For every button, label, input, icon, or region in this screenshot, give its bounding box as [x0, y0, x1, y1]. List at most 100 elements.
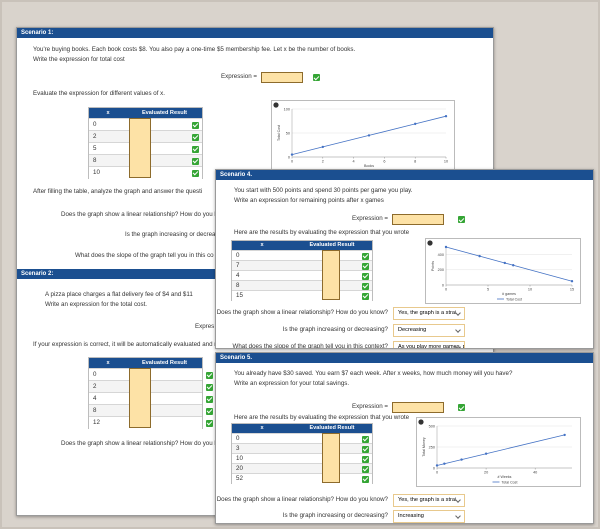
question-text: Does the graph show a linear relationshi…	[61, 440, 218, 447]
line-series	[436, 434, 565, 466]
x-axis-label: # games	[502, 292, 516, 296]
prompt-text: You're buying books. Each book costs $8.…	[33, 46, 356, 53]
x-tick-label: 0	[436, 471, 438, 475]
question-text: Is the graph increasing or decreasing?	[282, 326, 388, 333]
table-row: 0	[232, 433, 372, 444]
result-input[interactable]	[322, 250, 340, 300]
table-row: 3	[232, 443, 372, 454]
table-header: x	[89, 358, 127, 368]
x-value: 4	[93, 395, 97, 402]
close-icon	[427, 240, 433, 246]
question-text: Is the graph increasing or decreasing?	[282, 512, 388, 519]
expression-label: Expression =	[221, 73, 257, 80]
y-tick-label: 0	[442, 283, 444, 287]
chart: 0 250 500 0 20 40 # Weeks Total Money Total Cost	[416, 417, 581, 487]
x-axis-label: Books	[364, 164, 374, 168]
answer-dropdown[interactable]: Increasing	[393, 510, 465, 523]
x-value: 10	[93, 169, 100, 176]
check-icon	[206, 371, 213, 379]
instruction-text: Evaluate the expression for different va…	[33, 90, 165, 97]
check-icon	[206, 395, 213, 403]
x-value: 20	[236, 465, 243, 472]
x-tick-label: 10	[528, 288, 532, 292]
question-text: Does the graph show a linear relationshi…	[216, 309, 388, 316]
answer-dropdown[interactable]: As you play more games, points decreas	[393, 341, 465, 348]
result-table: x Evaluated Result 0 3 10 20 52	[231, 423, 373, 484]
scenario-panel: Scenario 5. You already have $30 saved. Y…	[215, 352, 594, 524]
data-point	[460, 458, 463, 461]
check-icon	[362, 435, 369, 443]
x-value: 0	[236, 252, 240, 259]
question-text: Is the graph increasing or decrea	[125, 231, 216, 238]
close-icon	[418, 419, 424, 425]
answer-dropdown[interactable]: Decreasing	[393, 324, 465, 337]
check-icon	[362, 475, 369, 483]
result-input[interactable]	[129, 118, 151, 178]
x-tick-label: 10	[444, 160, 448, 164]
table-row: 4	[232, 270, 372, 281]
data-point	[563, 433, 566, 437]
table-header: Evaluated Result	[292, 241, 372, 250]
data-point	[503, 261, 506, 265]
x-tick-label: 15	[570, 288, 574, 292]
check-icon	[362, 252, 369, 260]
prompt-text: Write the expression for total cost	[33, 56, 125, 63]
check-icon	[362, 272, 369, 280]
prompt-text: Write an expression for remaining points…	[234, 197, 384, 204]
x-value: 0	[236, 435, 240, 442]
data-point	[444, 115, 448, 118]
check-icon	[206, 419, 213, 427]
check-icon	[362, 445, 369, 453]
table-row: 10	[232, 453, 372, 464]
check-icon	[362, 262, 369, 270]
table-row: 52	[232, 473, 372, 484]
data-point	[435, 464, 439, 467]
prompt-text: A pizza place charges a flat delivery fe…	[45, 291, 193, 298]
check-icon	[362, 282, 369, 290]
table-row: 20	[232, 463, 372, 474]
data-point	[321, 145, 324, 149]
expression-input[interactable]	[261, 72, 303, 83]
check-icon	[313, 74, 320, 81]
data-point	[443, 462, 446, 465]
table-row: 15	[232, 290, 372, 301]
x-tick-label: 6	[383, 160, 385, 164]
question-text: Does the graph show a linear relationshi…	[61, 211, 218, 218]
chart: 0 200 400 0 5 10 15 # games Points Total Cost	[425, 238, 581, 304]
answer-dropdown[interactable]: Yes, the graph is a strai	[393, 494, 465, 507]
x-value: 8	[236, 282, 240, 289]
prompt-text: Write an expression for your total savin…	[234, 380, 350, 387]
check-icon	[192, 145, 199, 153]
answer-dropdown[interactable]: Yes, the graph is a strai	[393, 307, 465, 320]
y-tick-label: 400	[438, 253, 444, 257]
check-icon	[206, 383, 213, 391]
y-tick-label: 500	[429, 424, 435, 428]
scenario-panel: Scenario 4. You start with 500 points and…	[215, 169, 594, 349]
x-tick-label: 0	[291, 160, 293, 164]
x-value: 8	[93, 157, 97, 164]
data-point	[444, 245, 448, 249]
table-header: x	[232, 241, 292, 250]
expression-input[interactable]	[392, 402, 444, 413]
table-header: Evaluated Result	[127, 358, 202, 368]
x-tick-label: 40	[533, 471, 537, 475]
x-tick-label: 2	[322, 160, 324, 164]
x-value: 3	[236, 445, 240, 452]
expression-label: Expression =	[352, 403, 388, 410]
result-input[interactable]	[322, 433, 340, 483]
instruction-text: If your expression is correct, it will b…	[33, 341, 230, 348]
followup-text: After filling the table, analyze the gra…	[33, 188, 203, 195]
instruction-text: Here are the results by evaluating the e…	[234, 229, 410, 236]
check-icon	[192, 157, 199, 165]
result-input[interactable]	[129, 368, 151, 428]
result-table: x Evaluated Result 0 2 4 8 12	[88, 357, 213, 429]
table-header: x	[232, 424, 292, 433]
y-tick-label: 100	[284, 107, 290, 111]
y-tick-label: 200	[438, 268, 444, 272]
check-icon	[192, 169, 199, 177]
prompt-text: You already have $30 saved. You earn $7 …	[234, 370, 513, 377]
data-point	[570, 280, 574, 283]
legend-label: Total Cost	[502, 480, 518, 484]
expression-input[interactable]	[392, 214, 444, 225]
